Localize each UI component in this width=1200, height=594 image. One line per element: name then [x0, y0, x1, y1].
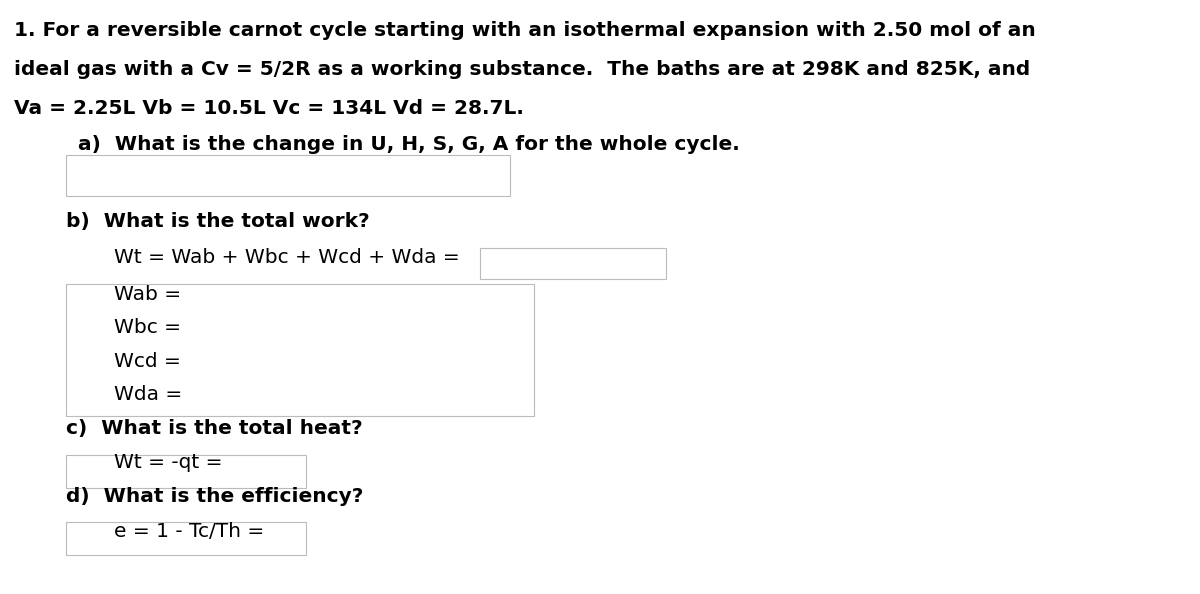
Text: Wt = Wab + Wbc + Wcd + Wda =: Wt = Wab + Wbc + Wcd + Wda = [114, 248, 460, 267]
Text: Wt = -qt =: Wt = -qt = [114, 453, 222, 472]
Text: Wda =: Wda = [114, 386, 182, 405]
Text: 1. For a reversible carnot cycle starting with an isothermal expansion with 2.50: 1. For a reversible carnot cycle startin… [14, 21, 1036, 40]
Text: b)  What is the total work?: b) What is the total work? [66, 212, 370, 231]
Text: Wbc =: Wbc = [114, 318, 181, 337]
Text: e = 1 - Tc/Th =: e = 1 - Tc/Th = [114, 522, 264, 541]
Text: Wab =: Wab = [114, 285, 181, 304]
Bar [480, 248, 666, 279]
Text: d)  What is the efficiency?: d) What is the efficiency? [66, 487, 364, 506]
Bar [66, 454, 306, 488]
Text: ideal gas with a Cv = 5/2R as a working substance.  The baths are at 298K and 82: ideal gas with a Cv = 5/2R as a working … [14, 60, 1031, 79]
Text: a)  What is the change in U, H, S, G, A for the whole cycle.: a) What is the change in U, H, S, G, A f… [78, 135, 739, 154]
Text: Wcd =: Wcd = [114, 352, 181, 371]
Bar [66, 522, 306, 555]
Text: c)  What is the total heat?: c) What is the total heat? [66, 419, 362, 438]
Text: Va = 2.25L Vb = 10.5L Vc = 134L Vd = 28.7L.: Va = 2.25L Vb = 10.5L Vc = 134L Vd = 28.… [14, 99, 524, 118]
Bar [66, 155, 510, 196]
Bar [66, 284, 534, 416]
